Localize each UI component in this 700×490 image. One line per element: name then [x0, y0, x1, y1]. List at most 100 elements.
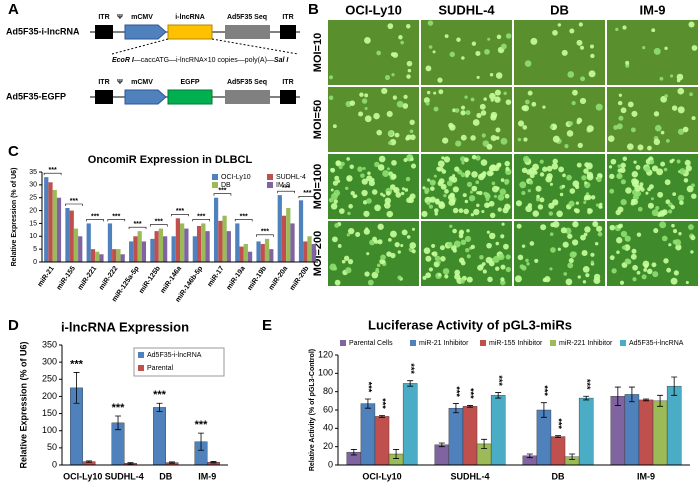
bracket	[277, 190, 295, 194]
cell	[340, 161, 345, 167]
cell	[664, 46, 668, 50]
cell	[529, 241, 535, 246]
bar	[44, 177, 49, 262]
cell	[645, 191, 649, 195]
cell	[618, 115, 624, 121]
cell	[620, 179, 626, 185]
bar	[95, 251, 100, 262]
cell	[495, 186, 500, 191]
bar	[281, 215, 287, 262]
cell	[471, 154, 477, 160]
cell	[522, 155, 530, 163]
cell	[357, 166, 363, 172]
cell	[374, 161, 380, 168]
cell	[580, 45, 585, 50]
cell	[623, 244, 631, 251]
bar	[107, 223, 113, 262]
cell	[670, 277, 678, 285]
legend-label: Ad5F35-i-lncRNA	[629, 340, 684, 347]
cell	[493, 194, 497, 198]
cell	[343, 255, 350, 261]
cell	[366, 198, 372, 204]
cell	[613, 125, 619, 130]
cell	[401, 187, 405, 191]
cell	[627, 101, 634, 108]
cell	[441, 156, 445, 160]
cell	[678, 232, 682, 236]
cell	[486, 143, 493, 150]
cell	[463, 208, 469, 215]
bar	[239, 246, 244, 262]
cell	[364, 37, 371, 44]
y-tick-label: 0	[33, 259, 37, 266]
cell	[427, 178, 431, 182]
significance: ***	[70, 198, 78, 205]
cell	[402, 103, 409, 109]
cell	[406, 60, 413, 67]
cell	[517, 137, 522, 142]
cell	[494, 96, 501, 103]
cell	[542, 166, 548, 172]
cell	[350, 190, 355, 196]
cell	[495, 72, 503, 79]
cell	[426, 90, 431, 95]
cell	[677, 106, 685, 114]
cell	[690, 250, 694, 254]
cell	[461, 161, 465, 165]
bar	[171, 236, 176, 262]
cell	[347, 258, 354, 265]
cell	[440, 256, 446, 262]
bar	[184, 228, 189, 262]
cell	[673, 270, 679, 276]
cell	[362, 167, 366, 171]
bar	[277, 195, 282, 262]
bar	[269, 249, 274, 262]
cell	[364, 271, 370, 277]
cell	[452, 207, 459, 214]
micrograph	[328, 154, 419, 219]
legend-label: SUDHL-4	[276, 174, 306, 181]
y-tick-label: 0	[52, 459, 57, 469]
x-tick-label: IM-9	[637, 471, 655, 481]
y-tick-label: 25	[29, 195, 37, 202]
significance: ***	[378, 398, 388, 409]
cell	[476, 191, 480, 195]
bar	[307, 236, 312, 262]
bar	[235, 223, 240, 262]
cell	[566, 174, 572, 181]
cell	[495, 136, 500, 140]
cell	[500, 264, 506, 270]
cell	[409, 134, 416, 141]
cell	[376, 129, 383, 136]
cell	[481, 262, 486, 266]
y-axis-label: Relative Activity (% of pGL3-Control)	[309, 349, 316, 471]
bar	[78, 236, 83, 262]
cell	[361, 189, 368, 197]
promoter-arrow	[124, 89, 167, 105]
cell	[587, 208, 591, 212]
legend-swatch	[620, 340, 626, 346]
cell	[361, 98, 368, 104]
row-label: MOI=200	[312, 231, 324, 277]
cell	[464, 95, 468, 99]
cell	[385, 191, 391, 196]
x-tick-label: miR-20a	[268, 265, 289, 291]
cell	[475, 155, 481, 161]
cell	[374, 269, 380, 274]
cell	[480, 110, 487, 116]
cell	[440, 183, 447, 190]
cell	[505, 254, 511, 260]
chart-title: i-lncRNA Expression	[61, 319, 189, 334]
cell	[677, 87, 685, 95]
cell	[642, 45, 646, 50]
cell	[592, 221, 599, 227]
y-tick-label: 15	[29, 220, 37, 227]
cell	[671, 105, 678, 111]
row-label: MOI=50	[312, 100, 324, 139]
cell	[617, 100, 623, 106]
legend-swatch	[267, 174, 273, 180]
cell	[505, 99, 512, 105]
cell	[335, 160, 341, 166]
cell	[432, 50, 436, 54]
